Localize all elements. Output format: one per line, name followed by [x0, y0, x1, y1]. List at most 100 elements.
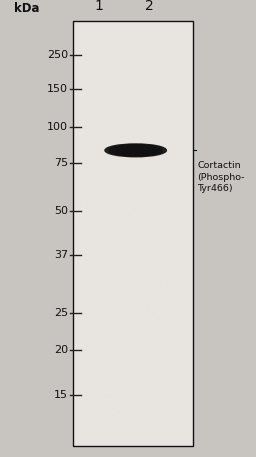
- Point: [166, 303, 170, 310]
- Point: [108, 236, 112, 243]
- Point: [152, 246, 156, 254]
- Point: [170, 419, 174, 426]
- Point: [80, 161, 84, 169]
- Point: [106, 85, 110, 92]
- Point: [161, 244, 165, 251]
- Point: [187, 185, 191, 192]
- Point: [78, 291, 82, 298]
- Point: [97, 379, 101, 387]
- Point: [173, 368, 177, 375]
- Point: [120, 337, 124, 345]
- Point: [76, 406, 80, 414]
- Point: [178, 384, 182, 391]
- Point: [73, 330, 77, 338]
- Point: [84, 293, 89, 300]
- Point: [136, 117, 140, 125]
- Point: [142, 265, 146, 272]
- Point: [78, 52, 82, 59]
- Point: [168, 303, 172, 310]
- Point: [180, 263, 184, 270]
- Point: [144, 269, 148, 276]
- Point: [93, 401, 98, 409]
- Point: [90, 359, 94, 366]
- Point: [155, 32, 159, 40]
- Point: [146, 25, 151, 32]
- Point: [100, 240, 104, 248]
- Point: [95, 67, 99, 74]
- Text: kDa: kDa: [14, 2, 40, 15]
- Point: [86, 216, 90, 223]
- Point: [104, 299, 109, 306]
- Point: [122, 244, 126, 251]
- Point: [182, 433, 186, 440]
- Point: [102, 377, 106, 384]
- Point: [82, 256, 86, 264]
- Point: [174, 101, 178, 109]
- Point: [168, 102, 173, 110]
- Point: [87, 79, 91, 86]
- Point: [81, 388, 86, 395]
- Point: [85, 68, 89, 75]
- Point: [115, 372, 120, 379]
- Point: [100, 206, 104, 213]
- Point: [181, 53, 185, 60]
- Point: [77, 215, 81, 223]
- Point: [172, 144, 176, 151]
- Point: [163, 221, 167, 228]
- Text: 75: 75: [54, 158, 68, 168]
- Point: [81, 421, 85, 429]
- Point: [125, 433, 129, 441]
- Point: [85, 267, 89, 275]
- Point: [169, 123, 173, 130]
- Point: [142, 271, 146, 279]
- Point: [151, 381, 155, 388]
- Point: [134, 138, 138, 146]
- Point: [103, 127, 108, 134]
- Point: [171, 152, 175, 159]
- Point: [84, 114, 89, 122]
- Point: [164, 117, 168, 124]
- Point: [132, 237, 136, 244]
- Point: [102, 282, 106, 289]
- Point: [99, 207, 103, 214]
- Point: [109, 161, 113, 169]
- Point: [97, 330, 101, 337]
- Point: [169, 134, 173, 141]
- Point: [99, 436, 103, 443]
- Point: [117, 189, 121, 197]
- Point: [73, 227, 77, 234]
- Point: [184, 43, 188, 50]
- Point: [148, 74, 152, 82]
- Point: [122, 415, 126, 422]
- Point: [128, 91, 132, 99]
- Point: [100, 313, 104, 320]
- Point: [165, 386, 169, 393]
- Point: [140, 184, 144, 191]
- Point: [186, 380, 190, 388]
- Point: [186, 413, 190, 420]
- Point: [118, 224, 122, 232]
- Point: [183, 152, 187, 159]
- Point: [179, 414, 183, 421]
- Point: [132, 420, 136, 427]
- Point: [127, 308, 131, 315]
- Point: [105, 335, 110, 342]
- Point: [119, 245, 123, 252]
- Point: [146, 306, 150, 314]
- Point: [138, 340, 142, 347]
- Point: [80, 316, 84, 323]
- Point: [150, 409, 154, 416]
- Point: [177, 433, 181, 441]
- Point: [178, 251, 183, 259]
- Point: [151, 225, 155, 233]
- Point: [166, 74, 170, 81]
- Point: [182, 249, 186, 256]
- Point: [99, 204, 103, 212]
- Point: [159, 350, 163, 357]
- Point: [126, 161, 131, 169]
- Point: [113, 251, 118, 259]
- Point: [135, 275, 139, 282]
- Point: [127, 335, 131, 342]
- Point: [156, 398, 161, 405]
- Point: [126, 357, 130, 364]
